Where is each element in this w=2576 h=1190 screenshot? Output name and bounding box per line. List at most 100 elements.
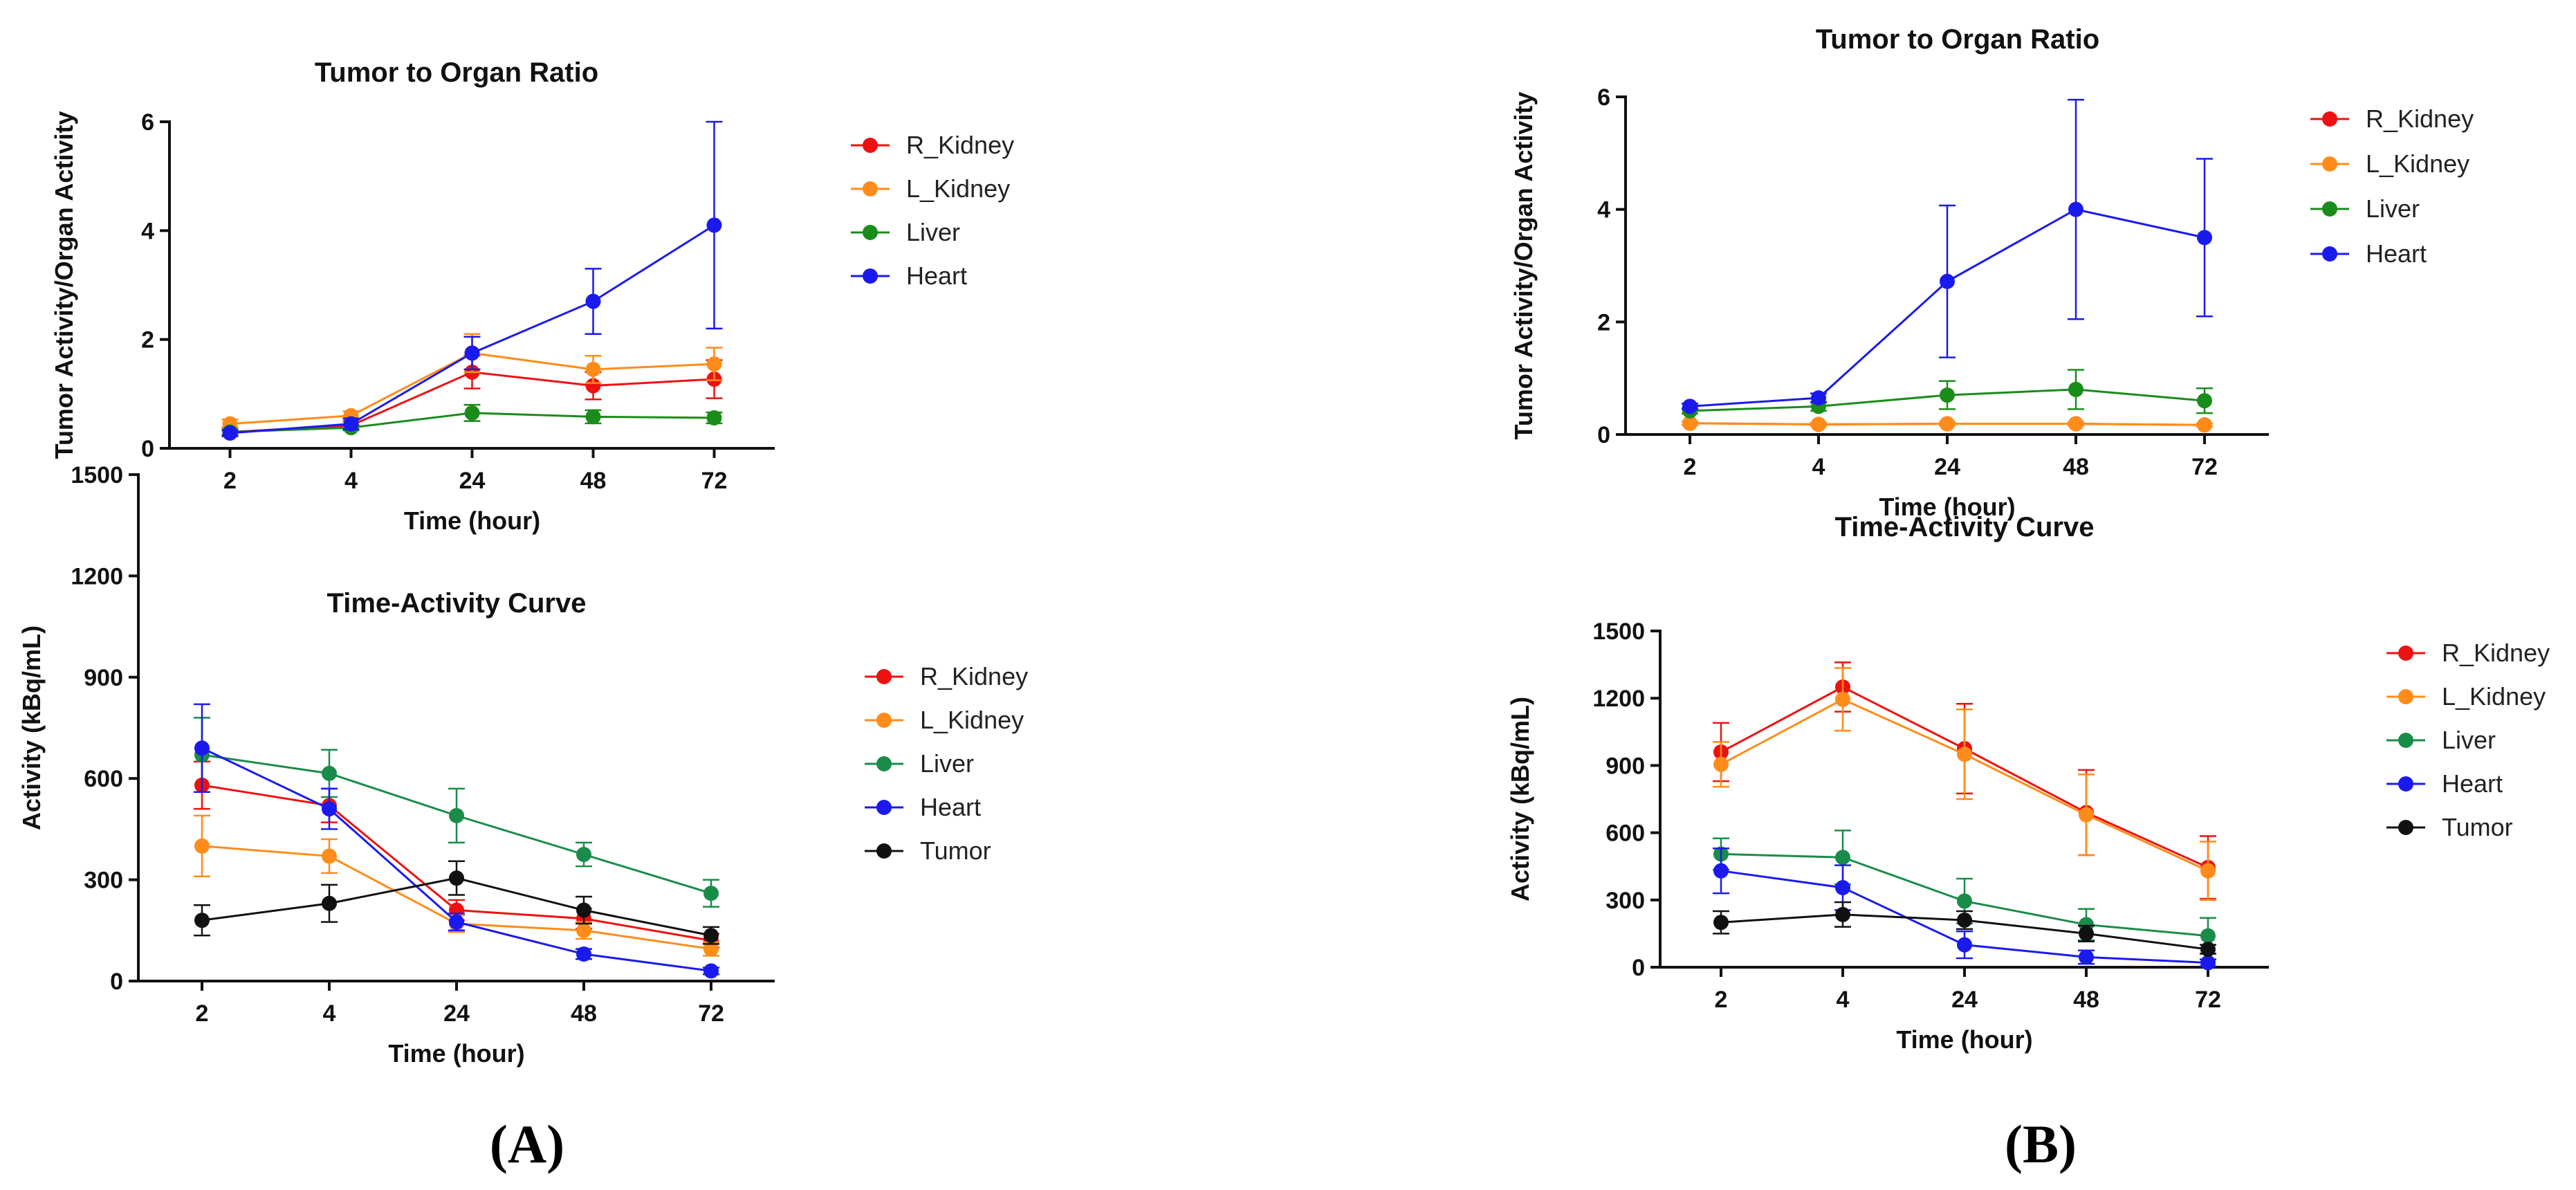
legend-item: Liver <box>851 218 960 246</box>
legend-marker <box>2398 689 2413 704</box>
legend-item: Heart <box>2386 769 2503 798</box>
data-point <box>703 963 719 979</box>
legend-label: R_Kidney <box>2442 639 2550 667</box>
data-point <box>2068 201 2083 217</box>
data-point <box>322 848 337 864</box>
x-tick-label: 48 <box>2063 454 2089 480</box>
data-point <box>1940 387 1955 403</box>
legend-label: Heart <box>906 262 967 290</box>
x-tick-label: 72 <box>701 468 728 494</box>
data-point <box>1940 273 1955 289</box>
legend-marker <box>863 138 878 153</box>
data-point <box>576 922 591 938</box>
legend-item: L_Kidney <box>2386 682 2546 711</box>
legend-item: R_Kidney <box>865 662 1028 690</box>
data-point <box>1682 415 1698 431</box>
legend-marker <box>863 225 878 240</box>
legend-marker <box>876 843 892 859</box>
legend-label: Heart <box>2442 769 2503 798</box>
data-point <box>1682 399 1698 414</box>
data-point <box>585 361 601 377</box>
data-point <box>2079 949 2094 965</box>
x-tick-label: 4 <box>323 1000 336 1027</box>
data-point <box>449 807 464 823</box>
panel-label-b: (B) <box>2005 1114 2077 1174</box>
legend-item: Heart <box>865 793 981 821</box>
chart-title: Time-Activity Curve <box>327 588 587 619</box>
legend-marker <box>876 713 892 728</box>
x-tick-label: 24 <box>459 468 486 494</box>
x-tick-label: 48 <box>2073 987 2099 1013</box>
x-tick-label: 24 <box>443 1000 470 1027</box>
legend-label: Heart <box>920 793 981 821</box>
data-point <box>585 293 601 309</box>
y-tick-label: 900 <box>84 665 123 691</box>
legend-item: Liver <box>2386 726 2496 754</box>
legend-marker <box>876 800 892 815</box>
series-line <box>230 224 715 434</box>
data-point <box>703 886 719 901</box>
data-point <box>1957 912 1972 928</box>
y-axis-label: Tumor Activity/Organ Activity <box>1509 92 1538 440</box>
data-point <box>2200 863 2216 879</box>
y-axis-label: Activity (kBq/mL) <box>17 625 46 830</box>
legend-label: Tumor <box>920 836 991 865</box>
legend-label: Liver <box>2366 194 2420 223</box>
x-tick-label: 4 <box>344 468 358 494</box>
y-tick-label: 600 <box>1606 821 1645 847</box>
legend-label: L_Kidney <box>2366 149 2469 178</box>
legend-marker <box>2322 246 2337 262</box>
y-axis-label: Activity (kBq/mL) <box>1506 697 1534 901</box>
legend-label: R_Kidney <box>920 662 1028 690</box>
x-axis-label: Time (hour) <box>404 506 540 535</box>
legend-item: Heart <box>851 262 967 290</box>
x-tick-label: 4 <box>1812 454 1825 480</box>
panel-label-a: (A) <box>490 1114 564 1174</box>
y-tick-label: 300 <box>1606 888 1645 914</box>
data-point <box>1713 863 1729 879</box>
legend-item: R_Kidney <box>2310 104 2474 133</box>
data-point <box>1713 915 1729 931</box>
data-point <box>1957 937 1972 953</box>
y-tick-label: 6 <box>141 109 154 136</box>
legend-item: Heart <box>2310 239 2427 268</box>
y-tick-label: 0 <box>1597 422 1610 448</box>
y-tick-label: 300 <box>84 868 123 894</box>
y-tick-label: 0 <box>141 436 154 462</box>
y-tick-label: 0 <box>1632 955 1645 981</box>
data-point <box>706 217 722 233</box>
y-axis-label: Tumor Activity/Organ Activity <box>50 111 78 459</box>
series-l-kidney <box>1713 667 2216 901</box>
chart-title: Tumor to Organ Ratio <box>315 57 598 88</box>
legend-marker <box>2322 201 2337 217</box>
series-tumor <box>194 860 719 945</box>
legend-label: Heart <box>2366 239 2427 268</box>
y-tick-label: 4 <box>141 218 154 244</box>
data-point <box>1835 691 1850 707</box>
series-heart <box>1682 98 2213 414</box>
data-point <box>1957 747 1972 762</box>
x-axis-label: Time (hour) <box>1879 493 2015 521</box>
data-point <box>1835 906 1850 922</box>
series-heart <box>194 703 719 979</box>
y-tick-label: 1200 <box>71 563 123 589</box>
data-point <box>1940 416 1955 432</box>
x-tick-label: 72 <box>698 1000 724 1027</box>
legend-label: Liver <box>920 749 974 778</box>
data-point <box>343 416 359 432</box>
x-axis-label: Time (hour) <box>1896 1025 2032 1054</box>
legend-item: R_Kidney <box>851 131 1014 159</box>
legend-item: L_Kidney <box>865 706 1024 734</box>
data-point <box>2079 807 2094 823</box>
data-point <box>449 914 464 930</box>
legend-item: Liver <box>2310 194 2420 223</box>
data-point <box>1713 756 1729 772</box>
data-point <box>585 378 601 394</box>
data-point <box>2197 417 2212 433</box>
y-tick-label: 1200 <box>1592 686 1645 712</box>
y-tick-label: 4 <box>1597 197 1610 223</box>
legend-marker <box>876 756 892 771</box>
legend-marker <box>863 181 878 196</box>
